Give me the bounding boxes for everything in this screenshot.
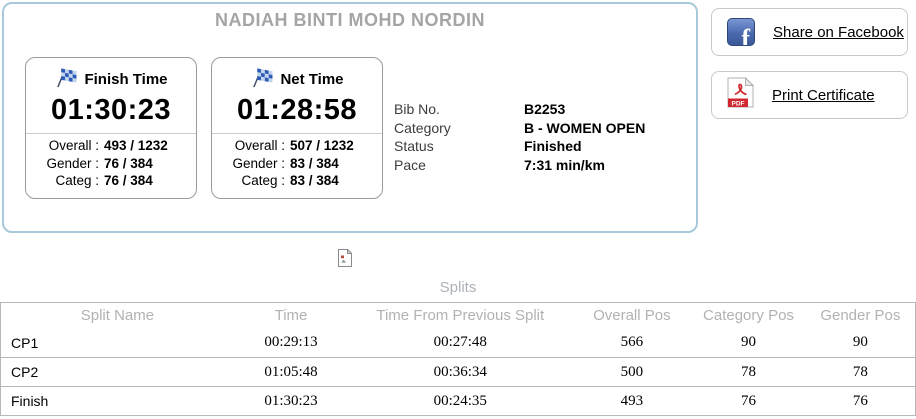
category-label: Category <box>394 119 451 136</box>
net-time-stats: Overall : 507 / 1232 Gender : 83 / 384 C… <box>212 133 382 190</box>
finish-time-value: 01:30:23 <box>50 94 172 126</box>
stat-value: 83 / 384 <box>290 173 339 188</box>
finish-time-box: Finish Time 01:30:23 Overall : 493 / 123… <box>25 57 197 199</box>
time-from-previous-cell: 00:24:35 <box>348 386 573 416</box>
pdf-icon: PDF <box>727 76 755 113</box>
share-on-facebook-button[interactable]: f Share on Facebook <box>711 8 908 56</box>
stat-row: Overall : 493 / 1232 <box>26 137 188 155</box>
overall-pos-cell: 566 <box>620 334 644 351</box>
checkered-flag-icon <box>54 67 77 92</box>
stat-label: Overall : <box>48 138 99 153</box>
split-name-cell: CP1 <box>11 334 39 351</box>
split-name-cell: CP2 <box>0 357 234 387</box>
pace-label: Pace <box>394 156 426 173</box>
net-time-value: 01:28:58 <box>236 94 358 126</box>
facebook-icon: f <box>727 18 755 46</box>
pdf-icon-label: PDF <box>732 100 745 107</box>
finish-time-stats: Overall : 493 / 1232 Gender : 76 / 384 C… <box>26 133 196 190</box>
split-name-cell: Finish <box>0 386 234 416</box>
splits-table: Split Name Time Time From Previous Split… <box>0 302 916 416</box>
stat-value: 83 / 384 <box>290 155 339 171</box>
stat-row: Overall : 507 / 1232 <box>212 137 374 155</box>
overall-pos-cell: 493 <box>572 386 692 416</box>
stat-value: 493 / 1232 <box>104 138 168 153</box>
gender-pos-cell: 76 <box>805 386 916 416</box>
status-label: Status <box>394 138 434 154</box>
col-time: Time <box>274 307 308 325</box>
bib-no-label: Bib No. <box>394 101 440 117</box>
stat-row: Categ : 76 / 384 <box>26 172 188 190</box>
finish-time-header: Finish Time <box>26 67 196 92</box>
stat-value: 507 / 1232 <box>290 138 354 153</box>
gender-pos-cell: 78 <box>805 357 916 387</box>
time-cell: 00:29:13 <box>264 334 318 351</box>
col-time-from-previous: Time From Previous Split <box>376 307 545 325</box>
col-overall-pos: Overall Pos <box>593 307 671 325</box>
stat-label: Categ : <box>55 173 99 188</box>
category-pos-cell: 76 <box>691 386 806 416</box>
share-on-facebook-label: Share on Facebook <box>773 23 904 41</box>
time-cell: 01:05:48 <box>233 357 349 387</box>
overall-pos-cell: 500 <box>572 357 692 387</box>
net-time-box: Net Time 01:28:58 Overall : 507 / 1232 G… <box>211 57 383 199</box>
checkered-flag-icon <box>250 67 273 92</box>
stat-value: 76 / 384 <box>104 173 153 188</box>
stat-row: Categ : 83 / 384 <box>212 172 374 190</box>
runner-name-title: NADIAH BINTI MOHD NORDIN <box>215 10 485 30</box>
time-from-previous-cell: 00:27:48 <box>433 334 487 351</box>
stat-label: Gender : <box>46 155 99 171</box>
net-time-header: Net Time <box>212 67 382 92</box>
runner-info: Bib No. B2253 Category B - WOMEN OPEN St… <box>394 100 645 174</box>
table-row-cp2: CP2 01:05:48 00:36:34 500 78 78 <box>0 357 916 387</box>
stat-label: Gender : <box>232 155 285 171</box>
time-from-previous-cell: 00:36:34 <box>348 357 573 387</box>
splits-section-title: Splits <box>439 279 477 296</box>
category-pos-cell: 90 <box>740 334 756 351</box>
print-certificate-label: Print Certificate <box>772 86 875 104</box>
broken-image-icon <box>338 248 353 272</box>
status-value: Finished <box>524 138 582 154</box>
col-category-pos: Category Pos <box>703 307 794 325</box>
gender-pos-cell: 90 <box>852 334 868 351</box>
stat-label: Categ : <box>241 173 285 188</box>
time-cell: 01:30:23 <box>233 386 349 416</box>
stat-value: 76 / 384 <box>104 155 153 171</box>
net-time-label: Net Time <box>280 71 344 88</box>
splits-header-row: Split Name Time Time From Previous Split… <box>1 303 916 329</box>
col-gender-pos: Gender Pos <box>820 307 901 325</box>
stat-row: Gender : 76 / 384 <box>26 155 188 173</box>
table-row-finish: Finish 01:30:23 00:24:35 493 76 76 <box>0 386 916 416</box>
col-split-name: Split Name <box>80 307 155 325</box>
stat-label: Overall : <box>234 138 285 153</box>
bib-no-value: B2253 <box>524 101 566 117</box>
print-certificate-button[interactable]: PDF Print Certificate <box>711 71 908 119</box>
runner-result-panel: NADIAH BINTI MOHD NORDIN Finish Time <box>2 2 698 233</box>
category-pos-cell: 78 <box>691 357 806 387</box>
stat-row: Gender : 83 / 384 <box>212 155 374 173</box>
table-row-cp1: CP1 00:29:13 00:27:48 566 90 90 <box>1 329 916 358</box>
pace-value: 7:31 min/km <box>524 156 605 173</box>
facebook-f-glyph: f <box>741 24 750 46</box>
category-value: B - WOMEN OPEN <box>524 119 646 136</box>
finish-time-label: Finish Time <box>84 71 168 88</box>
